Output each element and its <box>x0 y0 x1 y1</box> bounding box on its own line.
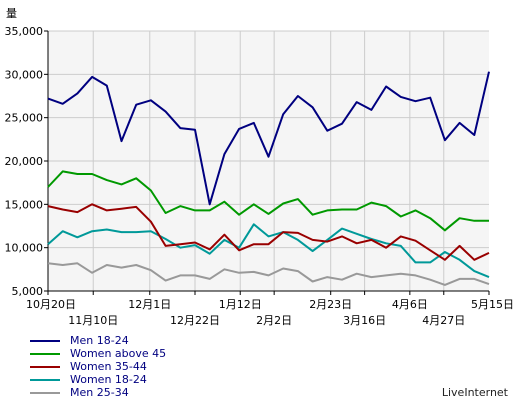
series-line <box>47 71 490 206</box>
x-tick-label: 2月2日 <box>256 314 292 327</box>
legend-item: Women 35-44 <box>30 360 166 373</box>
series-line <box>47 203 490 261</box>
legend-swatch <box>30 352 60 355</box>
x-tick-label: 12月22日 <box>170 314 220 327</box>
x-tick-label: 3月16日 <box>343 314 386 327</box>
legend-item: Women above 45 <box>30 347 166 360</box>
x-tick-label: 1月12日 <box>219 298 262 311</box>
legend-label: Women 18-24 <box>70 373 147 386</box>
x-tick-label: 5月15日 <box>471 298 514 311</box>
y-tick-label: 30,000 <box>5 68 44 81</box>
legend-label: Women 35-44 <box>70 360 147 373</box>
y-tick-label: 35,000 <box>5 25 44 38</box>
legend-item: Men 18-24 <box>30 334 166 347</box>
series-line <box>47 223 490 279</box>
legend-swatch <box>30 365 60 368</box>
legend-label: Men 25-34 <box>70 386 129 399</box>
legend: Men 18-24 Women above 45 Women 35-44 Wom… <box>30 334 166 399</box>
y-axis-label: 量 <box>6 7 17 20</box>
y-tick-label: 5,000 <box>12 285 44 298</box>
legend-swatch <box>30 378 60 381</box>
credit-label: LiveInternet <box>441 386 508 399</box>
legend-swatch <box>30 339 60 342</box>
y-tick-label: 15,000 <box>5 198 44 211</box>
y-tick-label: 10,000 <box>5 242 44 255</box>
series-lines <box>47 71 490 286</box>
legend-item: Women 18-24 <box>30 373 166 386</box>
x-tick-label: 12月1日 <box>128 298 171 311</box>
series-line <box>47 170 489 232</box>
legend-swatch <box>30 391 60 394</box>
x-tick-label: 2月23日 <box>309 298 352 311</box>
x-tick-label: 4月27日 <box>422 314 465 327</box>
legend-label: Women above 45 <box>70 347 167 360</box>
legend-item: Men 25-34 <box>30 386 166 399</box>
series-line <box>47 262 490 286</box>
x-tick-label: 11月10日 <box>68 314 118 327</box>
x-axis-ticks: 10月20日 11月10日 12月1日 12月22日 1月12日 2月2日 2月23日 3月1… <box>26 291 514 327</box>
grid <box>47 30 489 292</box>
legend-label: Men 18-24 <box>70 334 129 347</box>
y-tick-label: 20,000 <box>5 155 44 168</box>
y-tick-label: 25,000 <box>5 112 44 125</box>
y-axis-ticks: 5,000 10,000 15,000 20,000 25,000 30,000 35,00… <box>5 25 48 298</box>
x-tick-label: 4月6日 <box>392 298 428 311</box>
x-tick-label: 10月20日 <box>26 298 76 311</box>
